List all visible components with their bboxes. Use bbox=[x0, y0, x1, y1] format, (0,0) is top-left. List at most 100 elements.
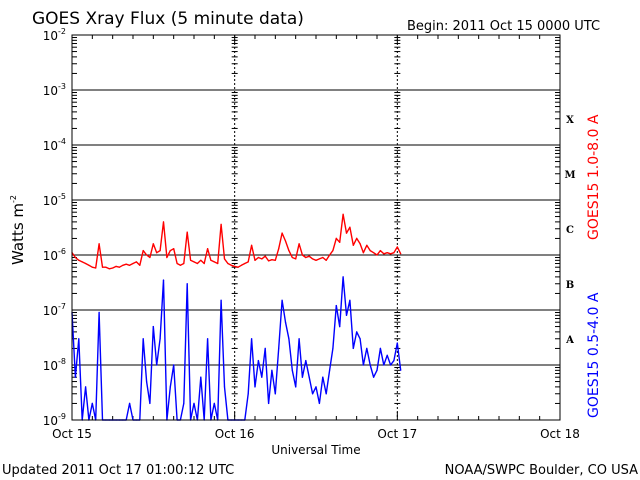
data-point bbox=[335, 237, 337, 239]
flare-class-x: X bbox=[566, 115, 574, 126]
data-point bbox=[315, 259, 317, 261]
data-point bbox=[247, 261, 249, 263]
data-point bbox=[95, 267, 97, 269]
data-point bbox=[318, 258, 320, 260]
data-point bbox=[149, 402, 151, 404]
y-tick-base: 10 bbox=[43, 359, 58, 373]
data-point bbox=[396, 342, 398, 344]
data-point bbox=[179, 264, 181, 266]
data-point bbox=[369, 250, 371, 252]
data-point bbox=[220, 299, 222, 301]
data-point bbox=[183, 262, 185, 265]
data-point bbox=[200, 376, 202, 378]
data-point bbox=[254, 386, 256, 388]
data-point bbox=[393, 252, 395, 254]
data-point bbox=[274, 259, 276, 261]
data-point bbox=[240, 264, 242, 266]
y-tick-base: 10 bbox=[43, 249, 58, 263]
data-point bbox=[152, 243, 154, 245]
data-point bbox=[230, 264, 232, 266]
data-point bbox=[88, 264, 90, 266]
data-point bbox=[186, 283, 188, 285]
data-point bbox=[362, 252, 364, 254]
data-point bbox=[329, 254, 331, 256]
data-point bbox=[362, 364, 364, 366]
y-tick-label: 10-6 bbox=[43, 247, 66, 263]
y-tick-base: 10 bbox=[43, 194, 58, 208]
data-point bbox=[183, 402, 185, 404]
y-tick-label: 10-2 bbox=[43, 27, 66, 43]
data-point bbox=[301, 254, 303, 256]
data-point bbox=[345, 314, 348, 316]
data-point bbox=[383, 253, 385, 255]
minor-tick-layer bbox=[72, 35, 560, 420]
data-point bbox=[142, 250, 144, 252]
data-point bbox=[261, 258, 263, 260]
data-point bbox=[376, 369, 378, 371]
grid-layer bbox=[72, 35, 560, 420]
data-point bbox=[312, 258, 314, 260]
data-point bbox=[112, 267, 114, 269]
data-point bbox=[386, 354, 388, 356]
data-point bbox=[305, 256, 307, 259]
data-point bbox=[396, 246, 398, 248]
data-point bbox=[129, 402, 131, 404]
data-point bbox=[74, 376, 76, 378]
series-label-long: GOES15 1.0-8.0 A bbox=[586, 114, 602, 240]
y-tick-label: 10-3 bbox=[43, 82, 66, 98]
data-point bbox=[159, 250, 161, 252]
data-point bbox=[203, 262, 205, 265]
data-point bbox=[308, 255, 310, 257]
data-point bbox=[295, 258, 297, 260]
data-point bbox=[223, 258, 226, 260]
data-point bbox=[349, 226, 351, 228]
y-axis-label: Watts m-2 bbox=[9, 195, 27, 265]
data-point bbox=[393, 360, 395, 362]
data-point bbox=[359, 338, 361, 340]
data-point bbox=[247, 393, 249, 395]
data-point bbox=[291, 256, 293, 259]
data-point bbox=[244, 262, 246, 265]
flare-class-a: A bbox=[565, 335, 574, 346]
data-point bbox=[325, 393, 327, 395]
data-point bbox=[288, 338, 290, 340]
data-point bbox=[400, 253, 402, 255]
y-tick-label: 10-7 bbox=[43, 302, 66, 318]
data-point bbox=[173, 248, 175, 250]
data-point bbox=[251, 338, 253, 340]
y-axis-label-exponent: -2 bbox=[9, 195, 18, 203]
x-tick-label: Oct 18 bbox=[540, 427, 580, 441]
flare-class-m: M bbox=[564, 170, 575, 181]
y-tick-label: 10-5 bbox=[43, 192, 66, 208]
data-point bbox=[146, 381, 148, 383]
data-point bbox=[342, 213, 344, 215]
series-label-short: GOES15 0.5-4.0 A bbox=[586, 292, 602, 418]
data-point bbox=[284, 240, 287, 242]
data-point bbox=[390, 364, 392, 366]
data-point bbox=[257, 256, 259, 259]
data-point bbox=[115, 265, 117, 267]
flare-class-c: C bbox=[566, 225, 574, 236]
data-point bbox=[281, 232, 283, 234]
chart-title: GOES Xray Flux (5 minute data) bbox=[32, 9, 304, 29]
data-point bbox=[295, 386, 297, 388]
data-point bbox=[176, 262, 178, 265]
data-point bbox=[169, 250, 171, 252]
data-point bbox=[342, 276, 344, 278]
data-point bbox=[193, 402, 195, 404]
data-point bbox=[379, 347, 381, 349]
data-point bbox=[91, 402, 93, 404]
data-point bbox=[81, 261, 83, 263]
data-point bbox=[332, 250, 334, 252]
y-tick-exponent: -3 bbox=[58, 82, 66, 91]
flare-class-b: B bbox=[566, 280, 574, 291]
data-point bbox=[162, 221, 165, 223]
data-point bbox=[105, 266, 107, 268]
data-point bbox=[159, 338, 161, 340]
data-point bbox=[91, 266, 93, 268]
data-point bbox=[264, 255, 266, 257]
y-tick-base: 10 bbox=[43, 304, 58, 318]
data-point bbox=[132, 262, 134, 265]
data-point bbox=[271, 369, 273, 371]
